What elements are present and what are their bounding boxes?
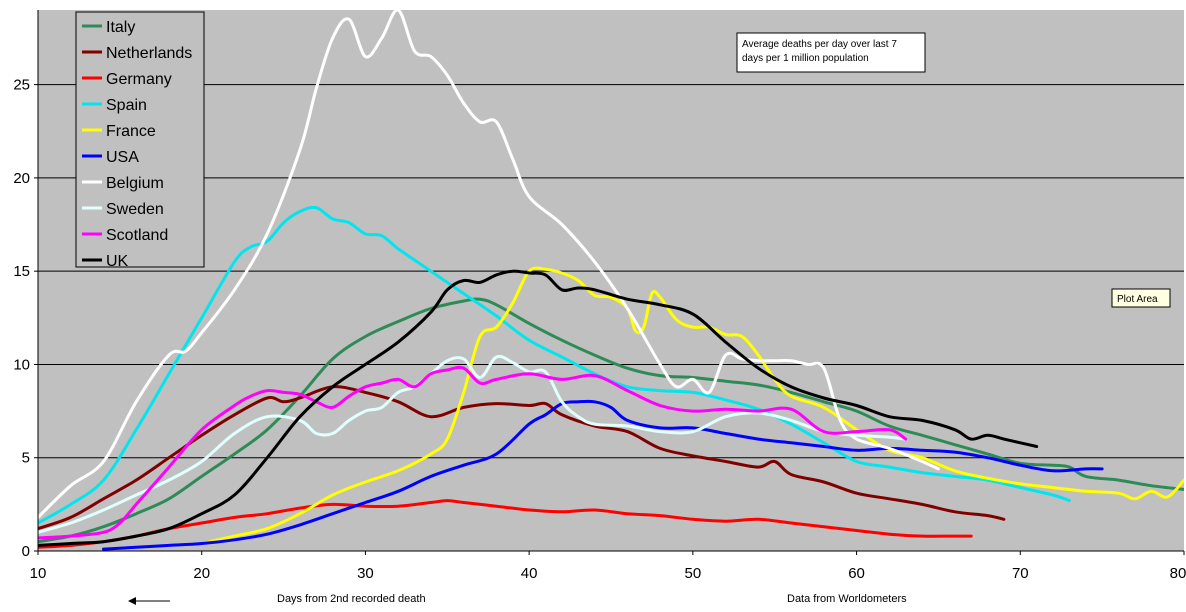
series-line-belgium <box>38 10 940 519</box>
source-label: Data from Worldometers <box>787 593 907 605</box>
series-line-france <box>200 266 1184 545</box>
x-tick-label: 80 <box>1170 565 1186 582</box>
annotation-line-1: Average deaths per day over last 7 <box>742 39 897 50</box>
annotation-line-2: days per 1 million population <box>742 53 869 64</box>
legend-label-sweden: Sweden <box>106 201 164 218</box>
legend-label-netherlands: Netherlands <box>106 45 192 62</box>
plot-area-tooltip: Plot Area <box>1111 288 1171 308</box>
y-tick-label: 25 <box>13 77 30 94</box>
x-axis-label: Days from 2nd recorded death <box>277 593 426 605</box>
y-tick-label: 0 <box>22 543 30 560</box>
x-tick-label: 20 <box>193 565 210 582</box>
plot-area <box>38 10 1184 551</box>
x-tick-label: 10 <box>30 565 47 582</box>
annotation-box: Average deaths per day over last 7 days … <box>736 32 926 73</box>
legend-label-belgium: Belgium <box>106 175 164 192</box>
y-tick-label: 5 <box>22 450 30 467</box>
legend-label-spain: Spain <box>106 97 147 114</box>
legend-label-scotland: Scotland <box>106 227 168 244</box>
series-line-spain <box>38 205 1071 525</box>
legend: Italy Netherlands Germany Spain France USA Bel… <box>75 11 205 270</box>
y-tick-label: 20 <box>13 170 30 187</box>
series-line-germany <box>38 499 973 549</box>
x-tick-label: 40 <box>521 565 538 582</box>
series-line-italy <box>38 297 1184 544</box>
left-arrow-icon <box>128 597 170 605</box>
y-tick-label: 10 <box>13 356 30 373</box>
axes <box>34 10 1185 555</box>
series-line-sweden <box>38 354 908 534</box>
x-tick-label: 30 <box>357 565 374 582</box>
x-tick-label: 50 <box>685 565 702 582</box>
x-tick-label: 70 <box>1012 565 1029 582</box>
series-line-scotland <box>38 365 908 540</box>
tooltip-text: Plot Area <box>1117 294 1158 305</box>
series-line-uk <box>38 269 1039 547</box>
x-tick-label: 60 <box>848 565 865 582</box>
series-line-netherlands <box>38 385 1006 531</box>
legend-box <box>75 11 205 268</box>
legend-label-italy: Italy <box>106 19 135 36</box>
legend-label-france: France <box>106 123 156 140</box>
legend-label-usa: USA <box>106 149 139 166</box>
series-layer <box>38 10 1184 551</box>
legend-label-germany: Germany <box>106 71 172 88</box>
tick-labels: 0 5 10 15 20 25 10 20 30 40 50 60 70 80 <box>13 77 1186 582</box>
legend-label-uk: UK <box>106 253 129 270</box>
y-tick-label: 15 <box>13 263 30 280</box>
series-line-usa <box>102 399 1104 551</box>
